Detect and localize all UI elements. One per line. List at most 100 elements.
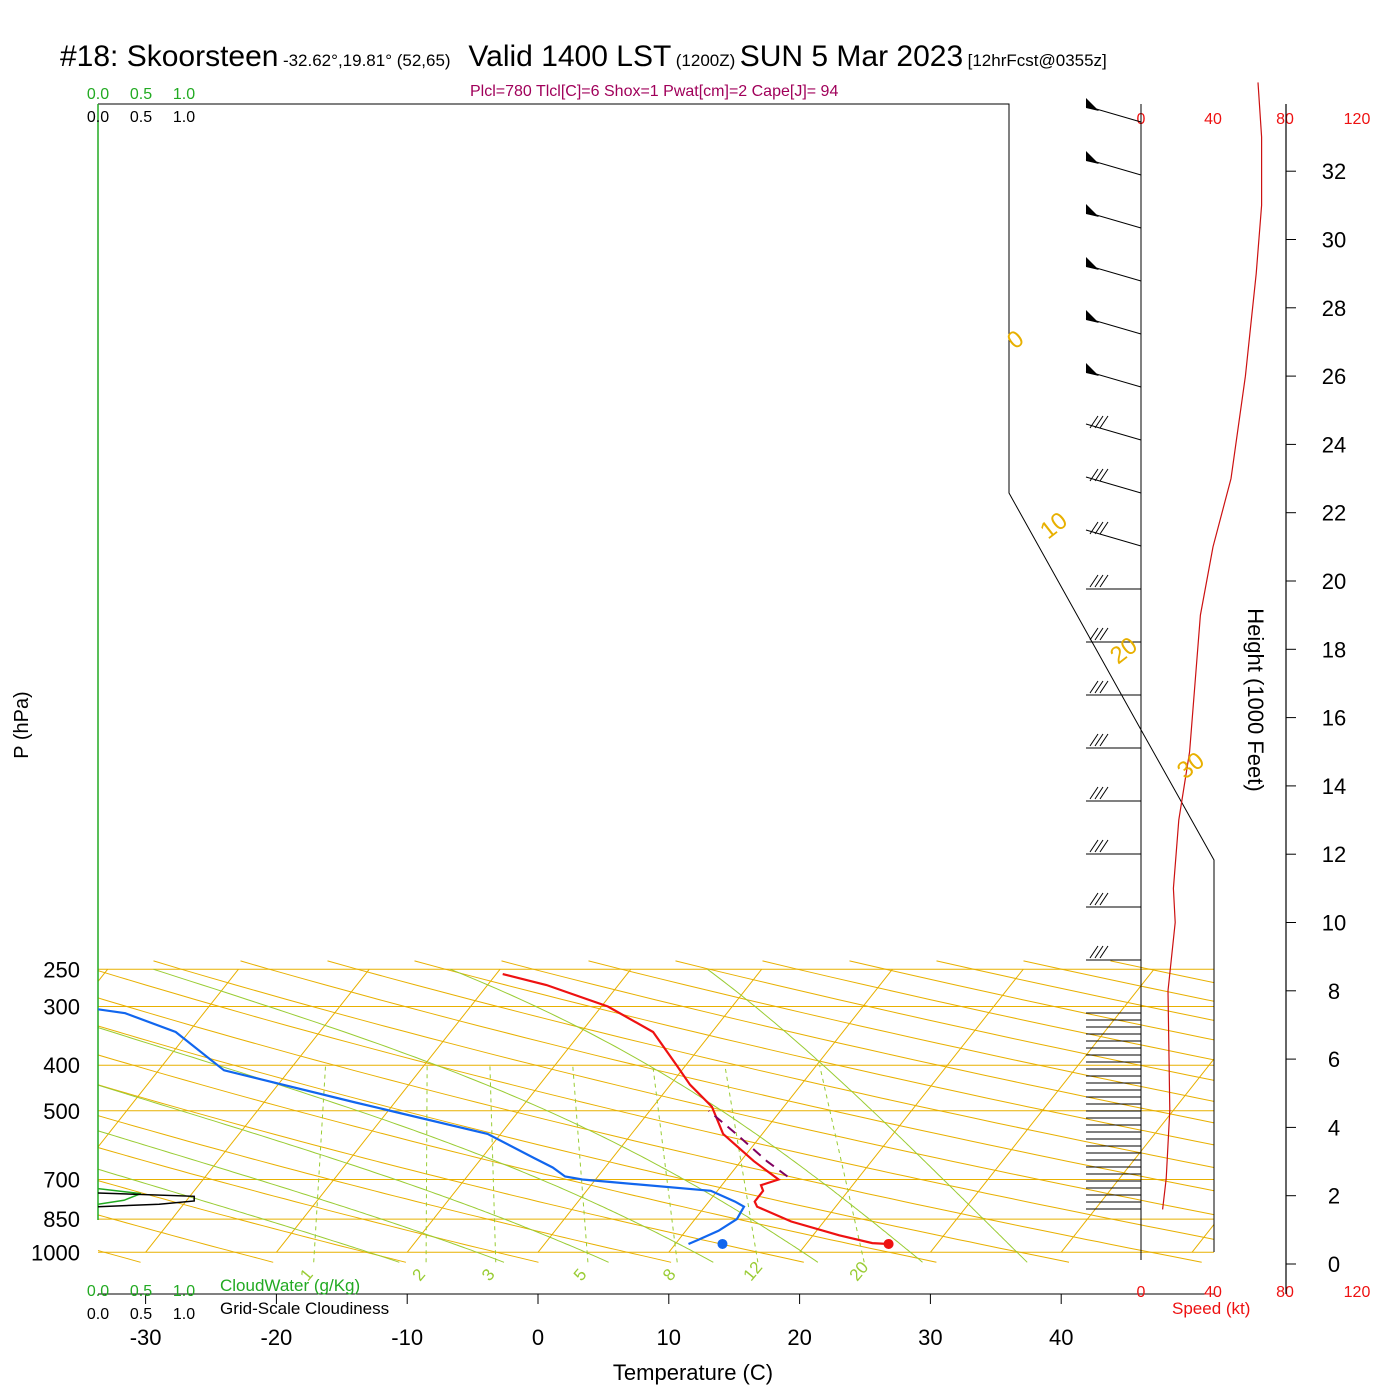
height-tick-label: 10: [1322, 911, 1346, 936]
wind-barb-pennant: [1086, 98, 1099, 111]
wind-barb-feather: [1099, 839, 1109, 853]
mixing-ratio-line: [819, 1065, 865, 1263]
wind-barb-feather: [1099, 415, 1109, 429]
dry-adiabat-line: [98, 960, 672, 1263]
height-tick-label: 26: [1322, 364, 1346, 389]
surface-temperature-marker: [883, 1238, 894, 1249]
moist-adiabat-line: [98, 968, 505, 1263]
wind-barb-feather: [1099, 521, 1109, 535]
dry-adiabat-line: [98, 960, 274, 1263]
wind-barb-pennant: [1086, 310, 1099, 323]
dry-adiabat-line: [327, 960, 1214, 1263]
temperature-tick-label: 0: [532, 1325, 544, 1350]
height-tick-label: 32: [1322, 159, 1346, 184]
dry-adiabat-line: [240, 960, 1214, 1263]
wind-barb-pennant: [1086, 257, 1099, 270]
wind-barb-feather: [1099, 786, 1109, 800]
pressure-tick-label: 400: [43, 1053, 80, 1078]
moist-adiabat-line: [153, 968, 819, 1263]
dry-adiabat-line: [501, 960, 1214, 1263]
speed-tick-label: 40: [1204, 1284, 1222, 1301]
mixing-ratio-line: [572, 1065, 589, 1263]
cloud-scale-tick-label: 0.5: [130, 86, 152, 103]
height-tick-label: 20: [1322, 569, 1346, 594]
wind-barb-feather: [1089, 468, 1099, 482]
height-tick-label: 14: [1322, 774, 1346, 799]
valid-date: SUN 5 Mar 2023: [739, 40, 964, 73]
dry-adiabat-label: 0: [1002, 325, 1029, 355]
temperature-tick-label: 40: [1049, 1325, 1073, 1350]
wind-barb-pennant: [1086, 204, 1099, 217]
wind-barb-feather: [1099, 627, 1109, 641]
height-tick-label: 6: [1328, 1047, 1340, 1072]
pressure-tick-label: 300: [43, 994, 80, 1019]
dry-adiabat-line: [762, 960, 1214, 1263]
height-tick-label: 8: [1328, 979, 1340, 1004]
speed-tick-label: 80: [1276, 1284, 1294, 1301]
temperature-tick-label: 20: [787, 1325, 811, 1350]
wind-barb: [1085, 423, 1142, 441]
speed-tick-label: 120: [1344, 1284, 1371, 1301]
isotherm-line: [145, 968, 370, 1253]
cloud-scale-tick-label: 1.0: [173, 86, 195, 103]
cloudwater-title: CloudWater (g/Kg): [220, 1276, 360, 1295]
wind-barb-feather: [1089, 786, 1099, 800]
dry-adiabat-line: [588, 960, 1214, 1263]
speed-title: Speed (kt): [1172, 1299, 1250, 1318]
mixing-ratio-line: [313, 1065, 327, 1263]
speed-tick-label: 40: [1204, 111, 1222, 128]
temperature-tick-label: 30: [918, 1325, 942, 1350]
temperature-tick-label: -10: [391, 1325, 423, 1350]
isotherm-line: [1191, 968, 1214, 1253]
dry-adiabat-line: [98, 960, 1070, 1263]
wind-barb-feather: [1089, 627, 1099, 641]
height-tick-label: 16: [1322, 706, 1346, 731]
wind-barb-feather: [1089, 415, 1099, 429]
cloudiness-profile-line: [98, 1192, 195, 1208]
wind-barb-pennant: [1086, 151, 1099, 164]
wind-barb-feather: [1089, 945, 1099, 959]
dry-adiabat-line: [98, 960, 407, 1263]
speed-tick-label: 120: [1344, 111, 1371, 128]
pressure-axis-title: P (hPa): [11, 691, 33, 758]
wind-barb-feather: [1099, 733, 1109, 747]
height-tick-label: 0: [1328, 1252, 1340, 1277]
height-tick-label: 2: [1328, 1184, 1340, 1209]
isotherm-line: [930, 968, 1155, 1253]
moist-adiabat-line: [98, 968, 714, 1263]
height-tick-label: 4: [1328, 1115, 1340, 1140]
wind-barb-feather: [1099, 945, 1109, 959]
dry-adiabat-line: [98, 960, 1202, 1263]
cloud-scale-tick-label: 0.5: [130, 1306, 152, 1323]
cloud-scale-tick-label: 0.5: [130, 1283, 152, 1300]
mixing-ratio-label: 12: [740, 1258, 767, 1285]
dry-adiabat-line: [98, 960, 539, 1263]
mixing-ratio-label: 5: [570, 1265, 591, 1284]
chart-title: #18: Skoorsteen -32.62°,19.81° (52,65) V…: [60, 40, 1380, 80]
wind-barb-feather: [1089, 574, 1099, 588]
pressure-tick-label: 250: [43, 957, 80, 982]
wind-barb: [1085, 529, 1142, 547]
dry-adiabat-line: [98, 960, 804, 1263]
height-tick-label: 28: [1322, 296, 1346, 321]
wind-barb-feather: [1094, 892, 1104, 906]
cloudwater-profile-line: [98, 1187, 142, 1205]
wind-barb-feather: [1089, 839, 1099, 853]
parcel-profile-line: [708, 1110, 789, 1178]
dry-adiabat-line: [414, 960, 1214, 1263]
dry-adiabat-label: 30: [1172, 747, 1210, 785]
dry-adiabat-line: [675, 960, 1214, 1263]
surface-dewpoint-marker: [717, 1238, 728, 1249]
moist-adiabat-line: [707, 968, 1028, 1263]
wind-barb-feather: [1094, 839, 1104, 853]
cloud-scale-tick-label: 1.0: [173, 1283, 195, 1300]
mixing-ratio-label: 2: [408, 1265, 429, 1284]
wind-barb-pennant: [1086, 363, 1099, 376]
wind-speed-line: [1162, 82, 1263, 1210]
station-name: #18: Skoorsteen: [60, 40, 279, 73]
dry-adiabat-line: [0, 961, 8, 1262]
mixing-ratio-line: [652, 1065, 678, 1263]
moist-adiabat-line: [450, 968, 923, 1263]
wind-barb-feather: [1089, 680, 1099, 694]
wind-barb-feather: [1089, 521, 1099, 535]
